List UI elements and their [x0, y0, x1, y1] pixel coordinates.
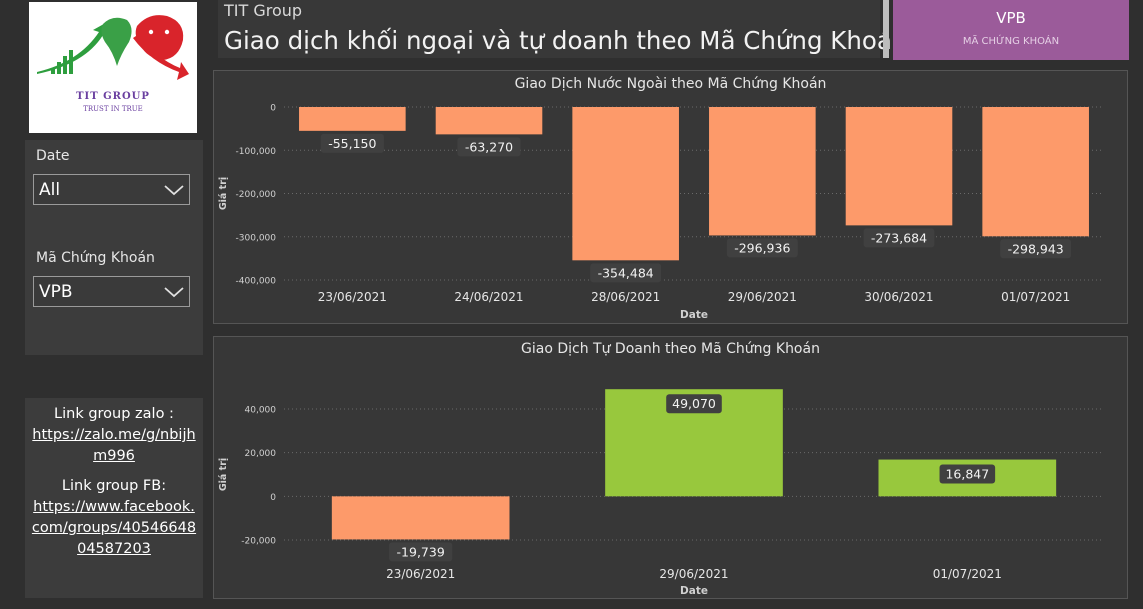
y-tick-label: -100,000 — [236, 147, 277, 157]
bar — [331, 496, 510, 540]
links-panel: Link group zalo : https://zalo.me/g/nbij… — [25, 398, 203, 598]
data-label: -63,270 — [465, 139, 513, 154]
logo-brand: TIT GROUP — [76, 91, 150, 102]
bar — [572, 107, 679, 261]
chevron-down-icon — [164, 287, 184, 298]
logo-slogan: TRUST IN TRUE — [83, 105, 143, 113]
y-tick-label: -400,000 — [236, 277, 277, 287]
bar — [709, 107, 816, 236]
data-label: -296,936 — [734, 240, 790, 255]
data-label-bg — [389, 542, 453, 562]
tit-group-logo: TIT GROUP TRUST IN TRUE — [29, 2, 197, 133]
data-label-bg — [590, 263, 662, 283]
date-filter-value: All — [39, 180, 61, 200]
data-label: -273,684 — [871, 230, 927, 245]
data-label: 49,070 — [672, 396, 716, 411]
data-label: 16,847 — [945, 467, 989, 482]
ticker-card-value: VPB — [996, 9, 1026, 27]
y-tick-label: -20,000 — [241, 537, 276, 547]
ticker-filter-dropdown[interactable]: VPB — [33, 276, 190, 307]
foreign-chart-title: Giao Dịch Nước Ngoài theo Mã Chứng Khoán — [514, 76, 827, 92]
data-label: -298,943 — [1008, 241, 1064, 256]
x-tick-label: 01/07/2021 — [1001, 290, 1070, 304]
zalo-link[interactable]: https://zalo.me/g/nbijhm996 — [32, 427, 196, 464]
foreign-trading-chart: Giao Dịch Nước Ngoài theo Mã Chứng Khoán… — [213, 70, 1128, 324]
data-label-bg — [863, 228, 935, 248]
x-tick-label: 29/06/2021 — [728, 290, 797, 304]
fb-link-label: Link group FB: — [61, 478, 167, 494]
date-filter-label: Date — [36, 148, 70, 164]
y-tick-label: 40,000 — [245, 406, 277, 416]
zalo-link-label: Link group zalo : — [54, 406, 174, 422]
y-axis-title: Giá trị — [218, 458, 229, 491]
data-label-bg — [320, 133, 384, 153]
y-tick-label: -200,000 — [236, 190, 277, 200]
data-label: -19,739 — [397, 544, 445, 559]
bar — [435, 107, 543, 135]
x-tick-label: 23/06/2021 — [386, 567, 455, 581]
x-tick-label: 30/06/2021 — [864, 290, 933, 304]
filter-panel: Date All Mã Chứng Khoán VPB — [25, 140, 203, 355]
data-label-bg — [726, 238, 798, 258]
data-label: -354,484 — [598, 265, 654, 280]
y-tick-label: -300,000 — [236, 233, 277, 243]
bar — [982, 107, 1089, 237]
proprietary-chart-title: Giao Dịch Tự Doanh theo Mã Chứng Khoán — [521, 341, 820, 357]
data-label-bg — [666, 394, 722, 414]
data-label-bg — [939, 464, 996, 484]
header-divider — [883, 0, 889, 58]
proprietary-chart-plot: 40,000 20,000 0 -20,000 Giá trị Date 23/06/202… — [218, 389, 1104, 597]
chevron-down-icon — [164, 185, 184, 196]
foreign-chart-plot: 0 -100,000 -200,000 -300,000 -400,000 Giá trị… — [218, 104, 1104, 321]
data-label-bg — [457, 137, 521, 157]
x-tick-label: 24/06/2021 — [454, 290, 523, 304]
x-tick-label: 23/06/2021 — [318, 290, 387, 304]
x-axis-title: Date — [680, 585, 708, 597]
x-tick-label: 29/06/2021 — [659, 567, 728, 581]
y-tick-label: 0 — [270, 493, 276, 503]
ticker-filter-label: Mã Chứng Khoán — [36, 250, 155, 266]
bull-bear-logo-icon — [37, 15, 189, 80]
x-axis-title: Date — [680, 309, 708, 321]
ticker-card-label: MÃ CHỨNG KHOÁN — [962, 36, 1060, 47]
y-tick-label: 0 — [270, 104, 276, 114]
x-tick-label: 28/06/2021 — [591, 290, 660, 304]
date-filter-dropdown[interactable]: All — [33, 174, 190, 205]
y-tick-label: 20,000 — [245, 449, 277, 459]
bar — [845, 107, 953, 226]
bar — [299, 107, 406, 131]
ticker-card: VPB MÃ CHỨNG KHOÁN — [893, 0, 1129, 60]
x-tick-label: 01/07/2021 — [933, 567, 1002, 581]
ticker-filter-value: VPB — [39, 282, 73, 302]
y-axis-title: Giá trị — [218, 177, 229, 210]
page-title: Giao dịch khối ngoại và tự doanh theo Mã… — [224, 26, 908, 55]
data-label-bg — [1000, 239, 1072, 259]
proprietary-trading-chart: Giao Dịch Tự Doanh theo Mã Chứng Khoán 4… — [213, 336, 1128, 599]
report-header: TIT Group Giao dịch khối ngoại và tự doa… — [218, 0, 907, 58]
fb-link[interactable]: https://www.facebook.com/groups/40546648… — [31, 499, 197, 557]
header-subtitle: TIT Group — [224, 1, 303, 20]
data-label: -55,150 — [328, 136, 376, 151]
